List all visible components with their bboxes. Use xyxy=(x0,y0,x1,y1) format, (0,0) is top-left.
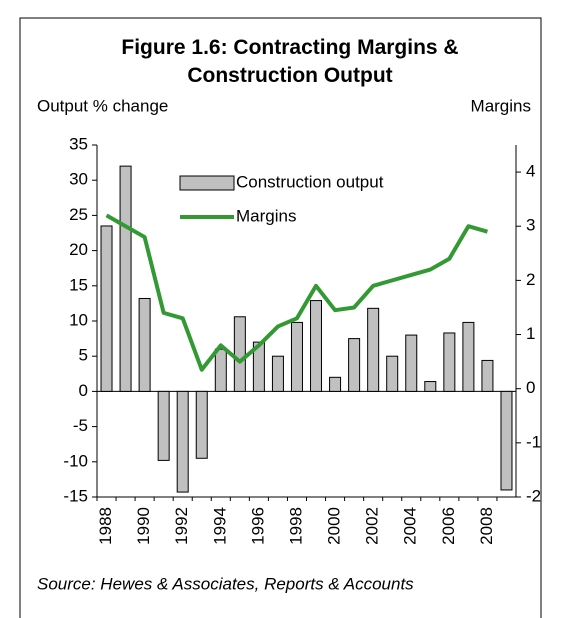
x-tick-label: 2004 xyxy=(401,507,420,545)
y2-tick-label: 3 xyxy=(526,216,535,235)
x-tick-label: 2006 xyxy=(439,507,458,545)
bar xyxy=(329,376,342,392)
bar xyxy=(500,390,513,491)
y-tick-label: -5 xyxy=(73,416,88,435)
bar xyxy=(424,381,437,392)
x-tick-label: 1998 xyxy=(286,507,305,545)
y-tick-label: 15 xyxy=(69,275,88,294)
y-tick-label: 10 xyxy=(69,310,88,329)
x-tick-label: 1996 xyxy=(248,507,267,545)
bar xyxy=(119,165,132,392)
y2-tick-label: 2 xyxy=(526,270,535,289)
y-tick-label: -15 xyxy=(63,486,88,505)
legend-swatch xyxy=(179,175,235,191)
x-tick-label: 2008 xyxy=(477,507,496,545)
bar xyxy=(290,321,303,392)
x-tick-label: 1988 xyxy=(96,507,115,545)
x-tick-label: 2002 xyxy=(363,507,382,545)
bar xyxy=(348,338,361,392)
legend-label: Margins xyxy=(236,206,296,225)
bar xyxy=(405,334,418,392)
x-tick-label: 1992 xyxy=(172,507,191,545)
y-axis-label: Output % change xyxy=(37,96,168,115)
bar xyxy=(252,341,265,392)
y-tick-label: 25 xyxy=(69,205,88,224)
y2-tick-label: -2 xyxy=(526,486,541,505)
y-tick-label: 20 xyxy=(69,240,88,259)
y-tick-label: 35 xyxy=(69,134,88,153)
bar xyxy=(443,332,456,392)
y2-tick-label: -1 xyxy=(526,432,541,451)
bar xyxy=(367,307,380,392)
x-tick-label: 1990 xyxy=(134,507,153,545)
bar xyxy=(195,390,208,459)
y2-tick-label: 4 xyxy=(526,162,535,181)
x-tick-label: 2000 xyxy=(325,507,344,545)
bar xyxy=(462,321,475,392)
line xyxy=(105,213,488,372)
bar xyxy=(100,225,113,392)
source: Source: Hewes & Associates, Reports & Ac… xyxy=(37,574,414,593)
chart-title: Figure 1.6: Contracting Margins & Constr… xyxy=(121,36,459,87)
bar xyxy=(176,390,189,493)
bar xyxy=(214,348,227,392)
bar xyxy=(310,300,323,392)
bar xyxy=(481,359,494,392)
y-tick-label: 30 xyxy=(69,170,88,189)
bar xyxy=(233,316,246,392)
frame xyxy=(19,17,542,618)
bar xyxy=(386,355,399,392)
y2-axis-label: Margins xyxy=(471,96,531,115)
y2-tick-label: 1 xyxy=(526,324,535,343)
bar xyxy=(157,390,170,461)
y-tick-label: -10 xyxy=(63,451,88,470)
y-tick-label: 0 xyxy=(79,381,88,400)
y-tick-label: 5 xyxy=(79,346,88,365)
legend-label: Construction output xyxy=(236,172,384,191)
y2-tick-label: 0 xyxy=(526,378,535,397)
bar xyxy=(271,355,284,392)
bar xyxy=(138,297,151,392)
x-tick-label: 1994 xyxy=(210,507,229,545)
